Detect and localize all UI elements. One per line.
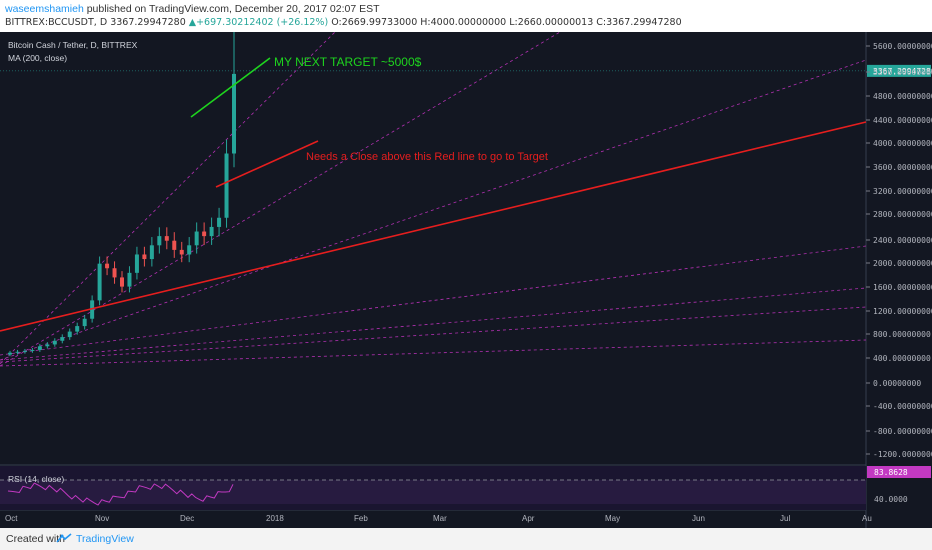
price-axis-tick-label: 3200.00000000 (873, 187, 932, 196)
candle-body (202, 231, 207, 237)
last-price-tag (867, 64, 931, 77)
tradingview-logo-icon (56, 533, 72, 543)
price-axis-tick-label: 2800.00000000 (873, 210, 932, 219)
fan-line (0, 59, 867, 361)
target-annotation[interactable]: MY NEXT TARGET ~5000$ (274, 55, 422, 69)
price-axis-tick-label: -1200.00000000 (873, 450, 932, 459)
red-short-line[interactable] (215, 140, 319, 188)
fan-line (0, 32, 336, 365)
candle-body (97, 263, 102, 301)
ohlc-info: BITTREX:BCCUSDT, D 3367.29947280 ▲+697.3… (5, 17, 682, 28)
price-axis-tick-label: 400.00000000 (873, 354, 931, 363)
candle-body (187, 245, 192, 255)
rsi-value-label: 83.8628 (874, 468, 908, 477)
price-axis-tick-label: 1600.00000000 (873, 283, 932, 292)
candle-body (112, 268, 117, 278)
red-resistance-line[interactable] (0, 121, 867, 332)
candle-body (134, 254, 139, 273)
candle-body (52, 340, 57, 345)
candle-body (194, 231, 199, 246)
candle-body (45, 344, 50, 347)
candle-body (157, 236, 162, 246)
fan-line (0, 306, 867, 363)
publish-info: waseemshamieh published on TradingView.c… (5, 3, 380, 15)
time-axis-tick-label: Feb (354, 514, 368, 523)
publisher-link[interactable]: waseemshamieh (5, 3, 84, 15)
green-target-line[interactable] (190, 57, 271, 118)
candle-body (232, 73, 236, 154)
candle-body (149, 245, 154, 260)
rsi-band (0, 480, 866, 504)
candle-body (30, 349, 35, 351)
price-axis-tick-label: -400.00000000 (873, 402, 932, 411)
candle-body (172, 240, 177, 250)
price-axis-tick-label: 4800.00000000 (873, 92, 932, 101)
time-axis-tick-label: 2018 (266, 514, 284, 523)
ma-indicator-label: MA (200, close) (8, 53, 67, 63)
tradingview-brand-link[interactable]: TradingView (76, 533, 134, 545)
candle-body (8, 352, 12, 355)
time-axis-tick-label: Nov (95, 514, 109, 523)
created-with-text: Created with (6, 533, 65, 545)
candle-body (22, 350, 27, 352)
time-axis-tick-label: Mar (433, 514, 447, 523)
time-axis-tick-label: Oct (5, 514, 18, 523)
candle-body (224, 153, 229, 218)
change-value: ▲+697.30212402 (+26.12%) (188, 17, 329, 28)
ohlc-values: O:2669.99733000 H:4000.00000000 L:2660.0… (331, 17, 682, 28)
fan-line (0, 287, 867, 361)
price-axis-tick-label: 4000.00000000 (873, 139, 932, 148)
chart-header: waseemshamieh published on TradingView.c… (0, 0, 932, 32)
time-axis-tick-label: Jul (780, 514, 790, 523)
note-annotation[interactable]: Needs a Close above this Red line to go … (306, 151, 548, 163)
rsi-label: RSI (14, close) (8, 474, 64, 484)
candle-body (164, 236, 169, 241)
time-axis-tick-label: Au (862, 514, 872, 523)
time-axis-tick-label: Dec (180, 514, 194, 523)
candle-body (179, 249, 184, 255)
last-price-tag-label: 3367.29947280 (873, 67, 932, 76)
candle-body (82, 318, 87, 327)
price-axis-tick-label: 1200.00000000 (873, 307, 932, 316)
rsi-line (7, 482, 234, 506)
candle-body (142, 254, 147, 260)
time-axis-tick-label: May (605, 514, 620, 523)
price-axis-tick-label: 0.00000000 (873, 379, 921, 388)
price-axis-tick-label: 5200.00000000 (873, 68, 932, 77)
time-axis-tick-label: Jun (692, 514, 705, 523)
price-axis-tick-label: 5600.00000000 (873, 42, 932, 51)
chart-area[interactable]: MY NEXT TARGET ~5000$ Needs a Close above… (0, 32, 932, 528)
candle-body (37, 346, 42, 350)
candle-body (217, 217, 222, 227)
fan-line (0, 245, 867, 356)
last-price-value: 3367.29947280 (110, 17, 186, 28)
candle-body (127, 272, 132, 287)
candle-body (105, 263, 110, 269)
candle-body (120, 277, 124, 287)
rsi-value-tag (867, 466, 931, 478)
price-axis-tick-label: 2400.00000000 (873, 236, 932, 245)
fan-line (0, 32, 561, 367)
chart-title: Bitcoin Cash / Tether, D, BITTREX (8, 40, 138, 50)
price-axis-tick-label: 3600.00000000 (873, 163, 932, 172)
candle-body (15, 351, 20, 353)
time-axis-tick-label: Apr (522, 514, 535, 523)
rsi-axis-tick-label: 40.0000 (874, 495, 908, 504)
candle-body (75, 326, 80, 332)
price-axis-tick-label: 4400.00000000 (873, 116, 932, 125)
chart-footer: Created with TradingView (0, 528, 932, 550)
symbol-label: BITTREX:BCCUSDT, D (5, 17, 108, 28)
published-text: published on TradingView.com, December 2… (83, 3, 380, 15)
price-axis-tick-label: 800.00000000 (873, 330, 931, 339)
candle-body (60, 337, 65, 341)
fan-line (0, 339, 867, 367)
price-chart-svg[interactable]: MY NEXT TARGET ~5000$ Needs a Close above… (0, 32, 932, 528)
price-axis-tick-label: -800.00000000 (873, 427, 932, 436)
price-axis-tick-label: 2000.00000000 (873, 259, 932, 268)
candle-body (67, 331, 72, 338)
candle-body (209, 226, 214, 237)
